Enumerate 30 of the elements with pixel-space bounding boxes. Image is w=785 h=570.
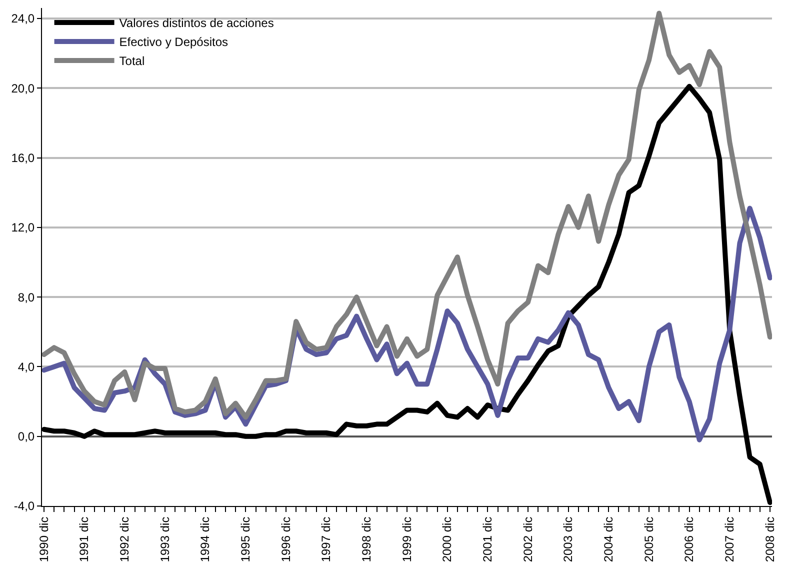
y-tick-label: 24,0 bbox=[11, 12, 35, 26]
x-tick-label: 1997 dic bbox=[319, 516, 334, 562]
y-tick-label: 4,0 bbox=[18, 360, 35, 374]
x-tick-label: 1995 dic bbox=[238, 516, 253, 562]
x-tick-label: 1992 dic bbox=[118, 516, 132, 562]
y-tick-label: 8,0 bbox=[18, 290, 35, 304]
x-tick-label: 2006 dic bbox=[682, 516, 696, 562]
x-tick-label: 1998 dic bbox=[360, 516, 374, 562]
x-tick-label: 1994 dic bbox=[198, 516, 212, 562]
x-tick-label: 1999 dic bbox=[400, 516, 414, 562]
x-tick-label: 2000 dic bbox=[440, 516, 454, 562]
x-tick-label: 2003 dic bbox=[561, 516, 576, 562]
y-tick-label: 20,0 bbox=[11, 81, 35, 96]
legend-label: Efectivo y Depósitos bbox=[119, 35, 228, 50]
x-tick-label: 1993 dic bbox=[158, 516, 172, 562]
x-tick-label: 1996 dic bbox=[278, 516, 293, 562]
x-tick-label: 2005 dic bbox=[642, 516, 656, 562]
y-tick-label: 16,0 bbox=[11, 150, 35, 165]
y-tick-label: -4,0 bbox=[14, 499, 35, 514]
x-tick-label: 2007 dic bbox=[722, 516, 737, 562]
y-tick-label: 0,0 bbox=[18, 430, 35, 444]
legend-label: Valores distintos de acciones bbox=[119, 16, 274, 30]
legend-label: Total bbox=[119, 54, 145, 68]
x-tick-label: 1991 dic bbox=[77, 516, 92, 562]
x-tick-label: 2004 dic bbox=[602, 516, 616, 562]
x-tick-label: 2008 dic bbox=[762, 516, 777, 562]
x-tick-label: 2002 dic bbox=[520, 516, 535, 562]
x-tick-label: 2001 dic bbox=[480, 516, 495, 562]
y-tick-label: 12,0 bbox=[11, 220, 35, 235]
x-tick-label: 1990 dic bbox=[36, 516, 51, 562]
